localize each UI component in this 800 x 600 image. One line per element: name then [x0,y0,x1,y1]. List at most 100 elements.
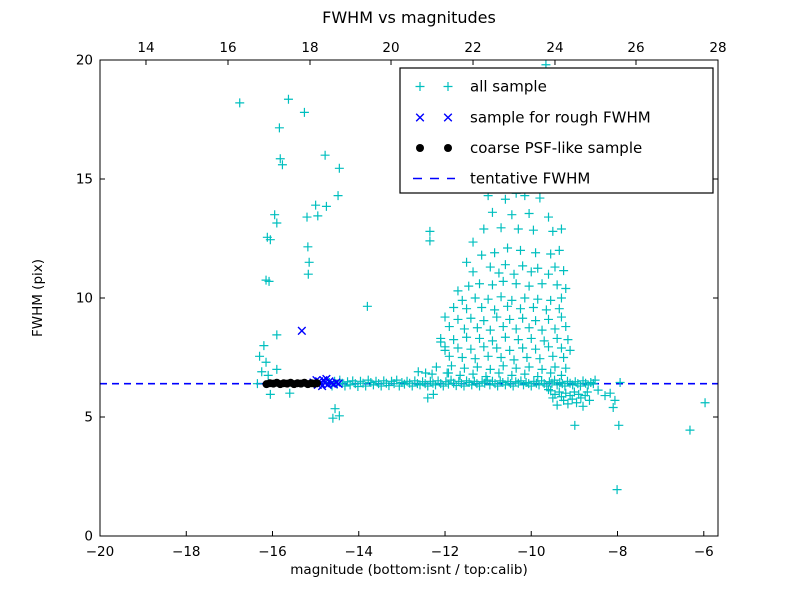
all-sample-point [472,323,482,333]
all-sample-point [485,325,495,335]
all-sample-point [561,322,571,332]
all-sample-point [496,292,506,302]
all-sample-point [507,370,517,380]
all-sample-point [263,370,273,380]
all-sample-point [494,268,504,278]
all-sample-point [556,224,566,234]
all-sample-point [321,201,331,211]
legend-box [399,67,714,194]
all-sample-point [462,304,472,314]
all-sample-point [500,332,510,342]
all-sample-point [554,245,564,255]
all-sample-point [535,193,545,203]
all-sample-point [264,276,274,286]
legend-all-sample-marker-icon [415,82,425,91]
all-sample-point [496,223,506,233]
all-sample-point [303,269,313,279]
all-sample-point [518,343,528,353]
all-sample-point [466,313,476,323]
all-sample-point [490,248,500,258]
all-sample-point [494,368,504,378]
all-sample-point [515,245,525,255]
all-sample-point [255,351,265,361]
all-sample-point [457,295,467,305]
chart-title: FWHM vs magnitudes [322,8,496,27]
x-tick-label-bottom: −20 [86,544,115,560]
all-sample-point [552,333,562,343]
all-sample-point [270,210,280,220]
all-sample-point [548,393,558,403]
all-sample-point [481,372,491,382]
all-sample-point [615,377,625,387]
all-sample-point [572,398,582,408]
all-sample-point [507,295,517,305]
all-sample-point [453,314,463,324]
all-sample-point [544,342,554,352]
all-sample-point [552,280,562,290]
all-sample-point [235,98,245,108]
x-tick-label-top: 16 [219,40,236,56]
all-sample-point [311,200,321,210]
all-sample-point [511,324,521,334]
all-sample-point [485,364,495,374]
all-sample-point [334,163,344,173]
all-sample-point [272,364,282,374]
all-sample-point [477,250,487,260]
x-tick-label-bottom: −12 [431,544,460,560]
all-sample-point [431,362,441,372]
x-axis-label: magnitude (bottom:isnt / top:calib) [290,562,528,578]
legend-rough-fwhm-marker-icon [443,113,453,122]
all-sample-point [413,367,423,377]
rough-fwhm-point [334,379,343,388]
all-sample-point [462,332,472,342]
all-sample-point [479,316,489,326]
all-sample-point [303,242,313,252]
all-sample-point [531,316,541,326]
all-sample-point [328,413,338,423]
all-sample-point [546,368,556,378]
all-sample-point [541,305,551,315]
all-sample-point [464,281,474,291]
all-sample-point [528,303,538,313]
all-sample-point [600,391,610,401]
all-sample-point [550,375,560,385]
all-sample-point [449,335,459,345]
all-sample-point [685,425,695,435]
legend-rough-fwhm-marker-icon [415,113,425,122]
all-sample-point [561,388,571,398]
all-sample-point [526,267,536,277]
y-tick-label: 20 [76,53,93,69]
all-sample-point [608,402,618,412]
all-sample-point [475,333,485,343]
all-sample-point [569,387,579,397]
all-sample-point [459,324,469,334]
all-sample-point [459,381,469,391]
y-tick-label: 15 [76,172,93,188]
all-sample-point [274,123,284,133]
all-sample-point [590,375,600,385]
all-sample-point [556,343,566,353]
all-sample-point [511,279,521,289]
all-sample-point [496,353,506,362]
all-sample-point [509,355,519,365]
all-sample-point [531,344,541,354]
legend-all-sample-marker-icon [443,82,453,91]
y-tick-label: 10 [76,291,93,307]
all-sample-point [518,261,528,271]
y-tick-label: 0 [84,529,93,545]
all-sample-point [612,485,622,495]
all-sample-point [444,351,454,361]
x-tick-label-top: 18 [301,40,318,56]
all-sample-point [570,420,580,430]
all-sample-point [575,381,585,391]
all-sample-point [550,362,560,372]
all-sample-point [477,303,487,313]
all-sample-point [526,333,536,343]
all-sample-point [520,369,530,379]
all-sample-point [353,382,363,392]
all-sample-point [513,335,523,345]
x-tick-label-bottom: −16 [258,544,287,560]
all-sample-point [700,398,710,408]
all-sample-point [500,194,510,204]
